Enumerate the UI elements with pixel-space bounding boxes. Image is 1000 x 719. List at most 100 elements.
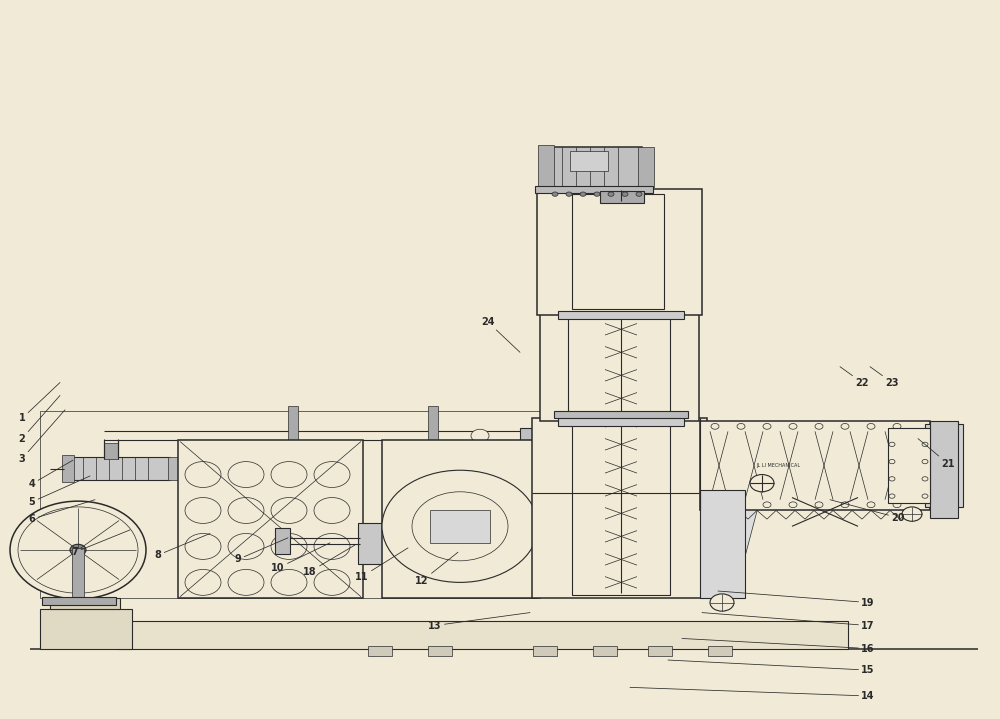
Circle shape xyxy=(922,442,928,446)
Circle shape xyxy=(763,502,771,508)
Bar xyxy=(42,597,116,605)
Text: 2: 2 xyxy=(19,395,60,444)
Circle shape xyxy=(737,502,745,508)
Text: 8: 8 xyxy=(155,533,210,560)
Polygon shape xyxy=(700,500,760,568)
Circle shape xyxy=(552,192,558,196)
Circle shape xyxy=(922,494,928,498)
Circle shape xyxy=(636,192,642,196)
Circle shape xyxy=(608,192,614,196)
Bar xyxy=(62,455,74,482)
Bar xyxy=(558,417,684,426)
Circle shape xyxy=(271,498,307,523)
Circle shape xyxy=(185,498,221,523)
Text: 21: 21 xyxy=(918,439,955,469)
Circle shape xyxy=(922,477,928,481)
Circle shape xyxy=(841,423,849,429)
Bar xyxy=(888,428,930,503)
Text: 3: 3 xyxy=(19,410,65,464)
Circle shape xyxy=(314,498,350,523)
Bar xyxy=(533,646,557,656)
Circle shape xyxy=(412,492,508,561)
Circle shape xyxy=(711,502,719,508)
Bar xyxy=(540,313,699,421)
Bar xyxy=(558,311,684,319)
Bar xyxy=(572,194,664,309)
Bar xyxy=(648,646,672,656)
Circle shape xyxy=(314,569,350,595)
Text: 19: 19 xyxy=(718,591,875,608)
Circle shape xyxy=(789,502,797,508)
Circle shape xyxy=(271,569,307,595)
Bar xyxy=(570,151,608,171)
Circle shape xyxy=(228,462,264,487)
Text: 5: 5 xyxy=(29,476,90,507)
Bar xyxy=(40,411,540,598)
Bar xyxy=(72,548,84,598)
Text: 23: 23 xyxy=(870,367,899,388)
Bar xyxy=(568,318,670,417)
Bar xyxy=(118,621,848,649)
Text: 13: 13 xyxy=(428,613,530,631)
Bar xyxy=(358,523,388,564)
Circle shape xyxy=(314,462,350,487)
Bar xyxy=(554,411,688,418)
Circle shape xyxy=(889,494,895,498)
Bar xyxy=(288,406,298,442)
Circle shape xyxy=(185,462,221,487)
Circle shape xyxy=(867,502,875,508)
Bar xyxy=(275,528,290,554)
Circle shape xyxy=(271,462,307,487)
Bar xyxy=(572,422,670,595)
Circle shape xyxy=(815,423,823,429)
Circle shape xyxy=(750,475,774,492)
Text: 22: 22 xyxy=(840,367,869,388)
Circle shape xyxy=(382,470,538,582)
Circle shape xyxy=(228,498,264,523)
Circle shape xyxy=(889,442,895,446)
Bar xyxy=(532,418,707,598)
Bar xyxy=(40,609,132,649)
Bar xyxy=(368,646,392,656)
Text: 17: 17 xyxy=(702,613,875,631)
Text: 16: 16 xyxy=(682,638,875,654)
Circle shape xyxy=(893,423,901,429)
Circle shape xyxy=(566,192,572,196)
Circle shape xyxy=(228,569,264,595)
Bar xyxy=(538,145,554,189)
Circle shape xyxy=(70,544,86,556)
Text: 1: 1 xyxy=(19,383,60,423)
Circle shape xyxy=(228,533,264,559)
Bar xyxy=(382,440,537,598)
Text: 6: 6 xyxy=(29,500,95,524)
Bar xyxy=(520,428,542,449)
Bar xyxy=(708,646,732,656)
Circle shape xyxy=(737,423,745,429)
Bar xyxy=(700,490,745,598)
Text: 4: 4 xyxy=(29,460,73,489)
Circle shape xyxy=(789,423,797,429)
Bar xyxy=(542,147,642,187)
Bar xyxy=(535,186,653,193)
Circle shape xyxy=(594,192,600,196)
Circle shape xyxy=(815,502,823,508)
Text: 10: 10 xyxy=(271,543,330,573)
Circle shape xyxy=(471,429,489,442)
Text: 9: 9 xyxy=(235,538,288,564)
Text: 24: 24 xyxy=(481,317,520,352)
Circle shape xyxy=(867,423,875,429)
Bar xyxy=(168,457,184,480)
Circle shape xyxy=(710,594,734,611)
Text: 11: 11 xyxy=(355,548,408,582)
Circle shape xyxy=(763,423,771,429)
Circle shape xyxy=(314,533,350,559)
Circle shape xyxy=(889,459,895,464)
Circle shape xyxy=(711,423,719,429)
Circle shape xyxy=(902,507,922,521)
Bar xyxy=(638,147,654,187)
Bar xyxy=(925,424,963,507)
Text: JL LI MECHANICAL: JL LI MECHANICAL xyxy=(756,464,800,468)
Circle shape xyxy=(580,192,586,196)
Bar xyxy=(428,406,438,442)
Circle shape xyxy=(10,501,146,599)
